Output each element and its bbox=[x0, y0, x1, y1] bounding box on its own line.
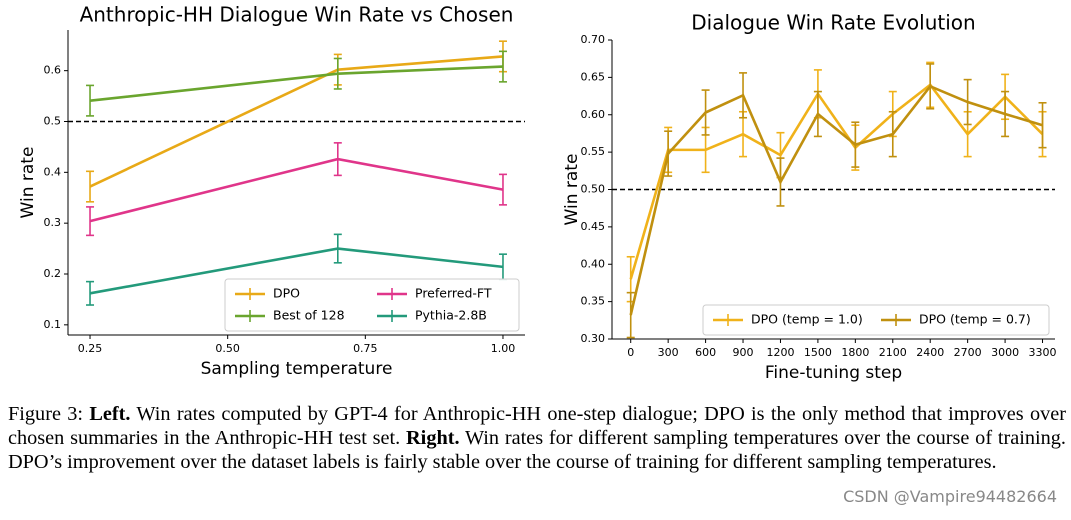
x-tick-label: 1.00 bbox=[491, 342, 516, 355]
legend-label: Best of 128 bbox=[273, 308, 345, 323]
x-tick-label: 2100 bbox=[879, 346, 907, 359]
legend-box bbox=[702, 304, 1050, 336]
y-tick-label: 0.1 bbox=[44, 318, 62, 331]
x-axis-label: Fine-tuning step bbox=[765, 363, 902, 383]
figure: Anthropic-HH Dialogue Win Rate vs Chosen… bbox=[18, 3, 1057, 384]
x-tick-label: 1200 bbox=[766, 346, 794, 359]
x-tick-label: 1800 bbox=[841, 346, 869, 359]
legend-label: Preferred-FT bbox=[415, 286, 492, 301]
x-tick-label: 900 bbox=[733, 346, 754, 359]
y-tick-label: 0.6 bbox=[44, 64, 62, 77]
caption: Figure 3: Left. Win rates computed by GP… bbox=[8, 402, 1066, 474]
y-tick-label: 0.60 bbox=[581, 108, 606, 121]
x-axis-label: Sampling temperature bbox=[201, 359, 393, 379]
x-tick-label: 1500 bbox=[804, 346, 832, 359]
y-tick-label: 0.50 bbox=[581, 183, 606, 196]
chart-title: Anthropic-HH Dialogue Win Rate vs Chosen bbox=[80, 3, 514, 27]
x-tick-label: 3300 bbox=[1029, 346, 1057, 359]
x-tick-label: 600 bbox=[695, 346, 716, 359]
caption-left-text: Win rates computed by GPT-4 for Anthropi… bbox=[8, 403, 1067, 449]
series-line bbox=[89, 65, 504, 102]
y-axis-label: Win rate bbox=[18, 147, 38, 219]
x-tick-label: 0.25 bbox=[78, 342, 103, 355]
x-tick-label: 3000 bbox=[991, 346, 1019, 359]
y-tick-label: 0.45 bbox=[581, 220, 606, 233]
x-tick-label: 0.50 bbox=[215, 342, 240, 355]
legend-label: DPO (temp = 0.7) bbox=[919, 312, 1031, 327]
watermark: CSDN @Vampire94482664 bbox=[843, 487, 1057, 506]
y-tick-label: 0.2 bbox=[44, 267, 62, 280]
y-tick-label: 0.40 bbox=[581, 257, 606, 270]
x-tick-label: 0.75 bbox=[353, 342, 378, 355]
chart-title: Dialogue Win Rate Evolution bbox=[691, 11, 975, 35]
caption-right-heading: Right. bbox=[406, 427, 460, 449]
series-line bbox=[629, 83, 1044, 280]
y-tick-label: 0.3 bbox=[44, 216, 62, 229]
y-tick-label: 0.5 bbox=[44, 115, 62, 128]
caption-left-heading: Left. bbox=[89, 403, 131, 425]
legend-label: DPO bbox=[273, 286, 300, 301]
y-tick-label: 0.55 bbox=[581, 145, 606, 158]
y-tick-label: 0.65 bbox=[581, 70, 606, 83]
x-tick-label: 300 bbox=[658, 346, 679, 359]
legend-label: Pythia-2.8B bbox=[415, 308, 487, 323]
legend-box bbox=[224, 278, 520, 332]
y-tick-label: 0.4 bbox=[44, 165, 62, 178]
caption-label: Figure 3: bbox=[8, 403, 84, 425]
caption-right-text: Win rates for different sampling tempera… bbox=[8, 427, 1066, 473]
y-tick-label: 0.30 bbox=[581, 332, 606, 345]
series-line bbox=[629, 84, 1043, 316]
y-tick-label: 0.35 bbox=[581, 295, 606, 308]
x-tick-label: 2700 bbox=[954, 346, 982, 359]
x-tick-label: 0 bbox=[627, 346, 634, 359]
series-line bbox=[89, 157, 504, 223]
y-tick-label: 0.70 bbox=[581, 33, 606, 46]
y-axis-label: Win rate bbox=[562, 154, 582, 226]
legend-label: DPO (temp = 1.0) bbox=[751, 312, 863, 327]
x-tick-label: 2400 bbox=[916, 346, 944, 359]
